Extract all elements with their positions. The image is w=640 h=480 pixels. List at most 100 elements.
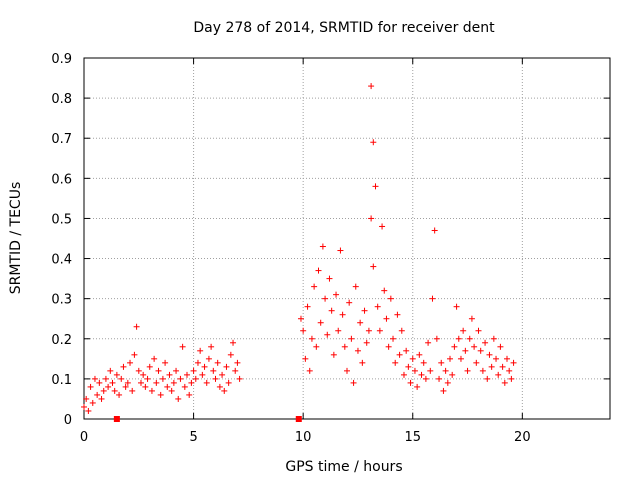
data-point-plus — [493, 355, 500, 362]
data-point-plus — [477, 347, 484, 354]
y-tick-label: 0.9 — [51, 52, 72, 67]
data-point-plus — [368, 83, 375, 90]
data-point-plus — [383, 315, 390, 322]
data-point-plus — [506, 367, 513, 374]
data-point-plus — [142, 383, 149, 390]
data-point-plus — [438, 359, 445, 366]
data-point-plus — [486, 351, 493, 358]
data-point-plus — [385, 343, 392, 350]
data-point-plus — [370, 263, 377, 270]
data-point-plus — [230, 339, 237, 346]
data-point-plus — [85, 407, 92, 414]
data-point-plus — [479, 367, 486, 374]
data-point-plus — [319, 243, 326, 250]
data-point-plus — [451, 343, 458, 350]
data-point-plus — [398, 327, 405, 334]
data-point-plus — [300, 327, 307, 334]
data-point-plus — [109, 379, 116, 386]
data-point-plus — [168, 387, 175, 394]
data-point-plus — [411, 367, 418, 374]
data-point-plus — [199, 371, 206, 378]
data-point-plus — [359, 359, 366, 366]
data-point-plus — [203, 379, 210, 386]
data-point-plus — [311, 283, 318, 290]
data-point-plus — [216, 383, 223, 390]
data-point-plus — [322, 295, 329, 302]
data-point-plus — [482, 339, 489, 346]
data-point-plus — [148, 387, 155, 394]
data-point-plus — [135, 367, 142, 374]
data-point-plus — [140, 371, 147, 378]
data-point-plus — [462, 347, 469, 354]
data-point-plus — [181, 383, 188, 390]
data-point-plus — [105, 383, 112, 390]
data-point-plus — [94, 391, 101, 398]
data-point-plus — [177, 375, 184, 382]
y-axis-label: SRMTID / TECUs — [8, 182, 24, 295]
data-point-plus — [473, 359, 480, 366]
data-point-square — [113, 416, 120, 422]
data-point-plus — [330, 351, 337, 358]
data-point-plus — [91, 375, 98, 382]
x-tick-label: 15 — [404, 430, 421, 445]
data-point-plus — [164, 383, 171, 390]
data-point-plus — [460, 327, 467, 334]
data-point-plus — [466, 335, 473, 342]
data-point-plus — [379, 223, 386, 230]
data-point-plus — [137, 379, 144, 386]
y-tick-label: 0.7 — [51, 132, 72, 147]
data-point-plus — [368, 215, 375, 222]
data-point-plus — [352, 283, 359, 290]
data-point-plus — [405, 363, 412, 370]
data-point-plus — [471, 343, 478, 350]
data-point-plus — [111, 387, 118, 394]
data-point-plus — [234, 359, 241, 366]
data-point-plus — [184, 371, 191, 378]
data-point-plus — [341, 343, 348, 350]
data-point-plus — [387, 295, 394, 302]
data-point-plus — [81, 403, 87, 410]
data-point-plus — [192, 375, 199, 382]
x-tick-label: 5 — [189, 430, 197, 445]
data-point-plus — [392, 359, 399, 366]
data-point-plus — [420, 359, 427, 366]
data-point-plus — [197, 347, 204, 354]
chart-title: Day 278 of 2014, SRMTID for receiver den… — [193, 20, 495, 36]
data-point-plus — [431, 227, 438, 234]
data-point-plus — [129, 387, 136, 394]
data-point-plus — [162, 359, 169, 366]
data-point-plus — [414, 383, 421, 390]
data-point-plus — [102, 375, 109, 382]
data-point-plus — [155, 367, 162, 374]
data-point-plus — [497, 343, 504, 350]
data-point-plus — [210, 367, 217, 374]
data-point-plus — [484, 375, 491, 382]
data-point-plus — [354, 347, 361, 354]
data-point-plus — [308, 335, 315, 342]
y-tick-label: 0.5 — [51, 212, 72, 227]
data-point-plus — [83, 395, 90, 402]
data-point-plus — [429, 295, 436, 302]
data-point-plus — [306, 367, 313, 374]
data-point-plus — [453, 303, 460, 310]
data-point-plus — [304, 303, 311, 310]
data-point-plus — [157, 391, 164, 398]
data-point-plus — [333, 291, 340, 298]
y-tick-label: 0.2 — [51, 333, 72, 348]
data-point-plus — [503, 355, 510, 362]
data-point-plus — [175, 395, 182, 402]
data-point-plus — [508, 375, 515, 382]
data-point-plus — [390, 335, 397, 342]
data-point-plus — [133, 323, 140, 330]
data-point-plus — [159, 375, 166, 382]
data-point-plus — [153, 379, 160, 386]
data-point-plus — [214, 359, 221, 366]
data-point-plus — [173, 367, 180, 374]
data-point-plus — [436, 375, 443, 382]
data-point-plus — [346, 299, 353, 306]
data-point-plus — [227, 351, 234, 358]
data-point-square — [295, 416, 302, 422]
data-point-plus — [208, 343, 215, 350]
data-point-plus — [127, 359, 134, 366]
data-point-plus — [427, 367, 434, 374]
